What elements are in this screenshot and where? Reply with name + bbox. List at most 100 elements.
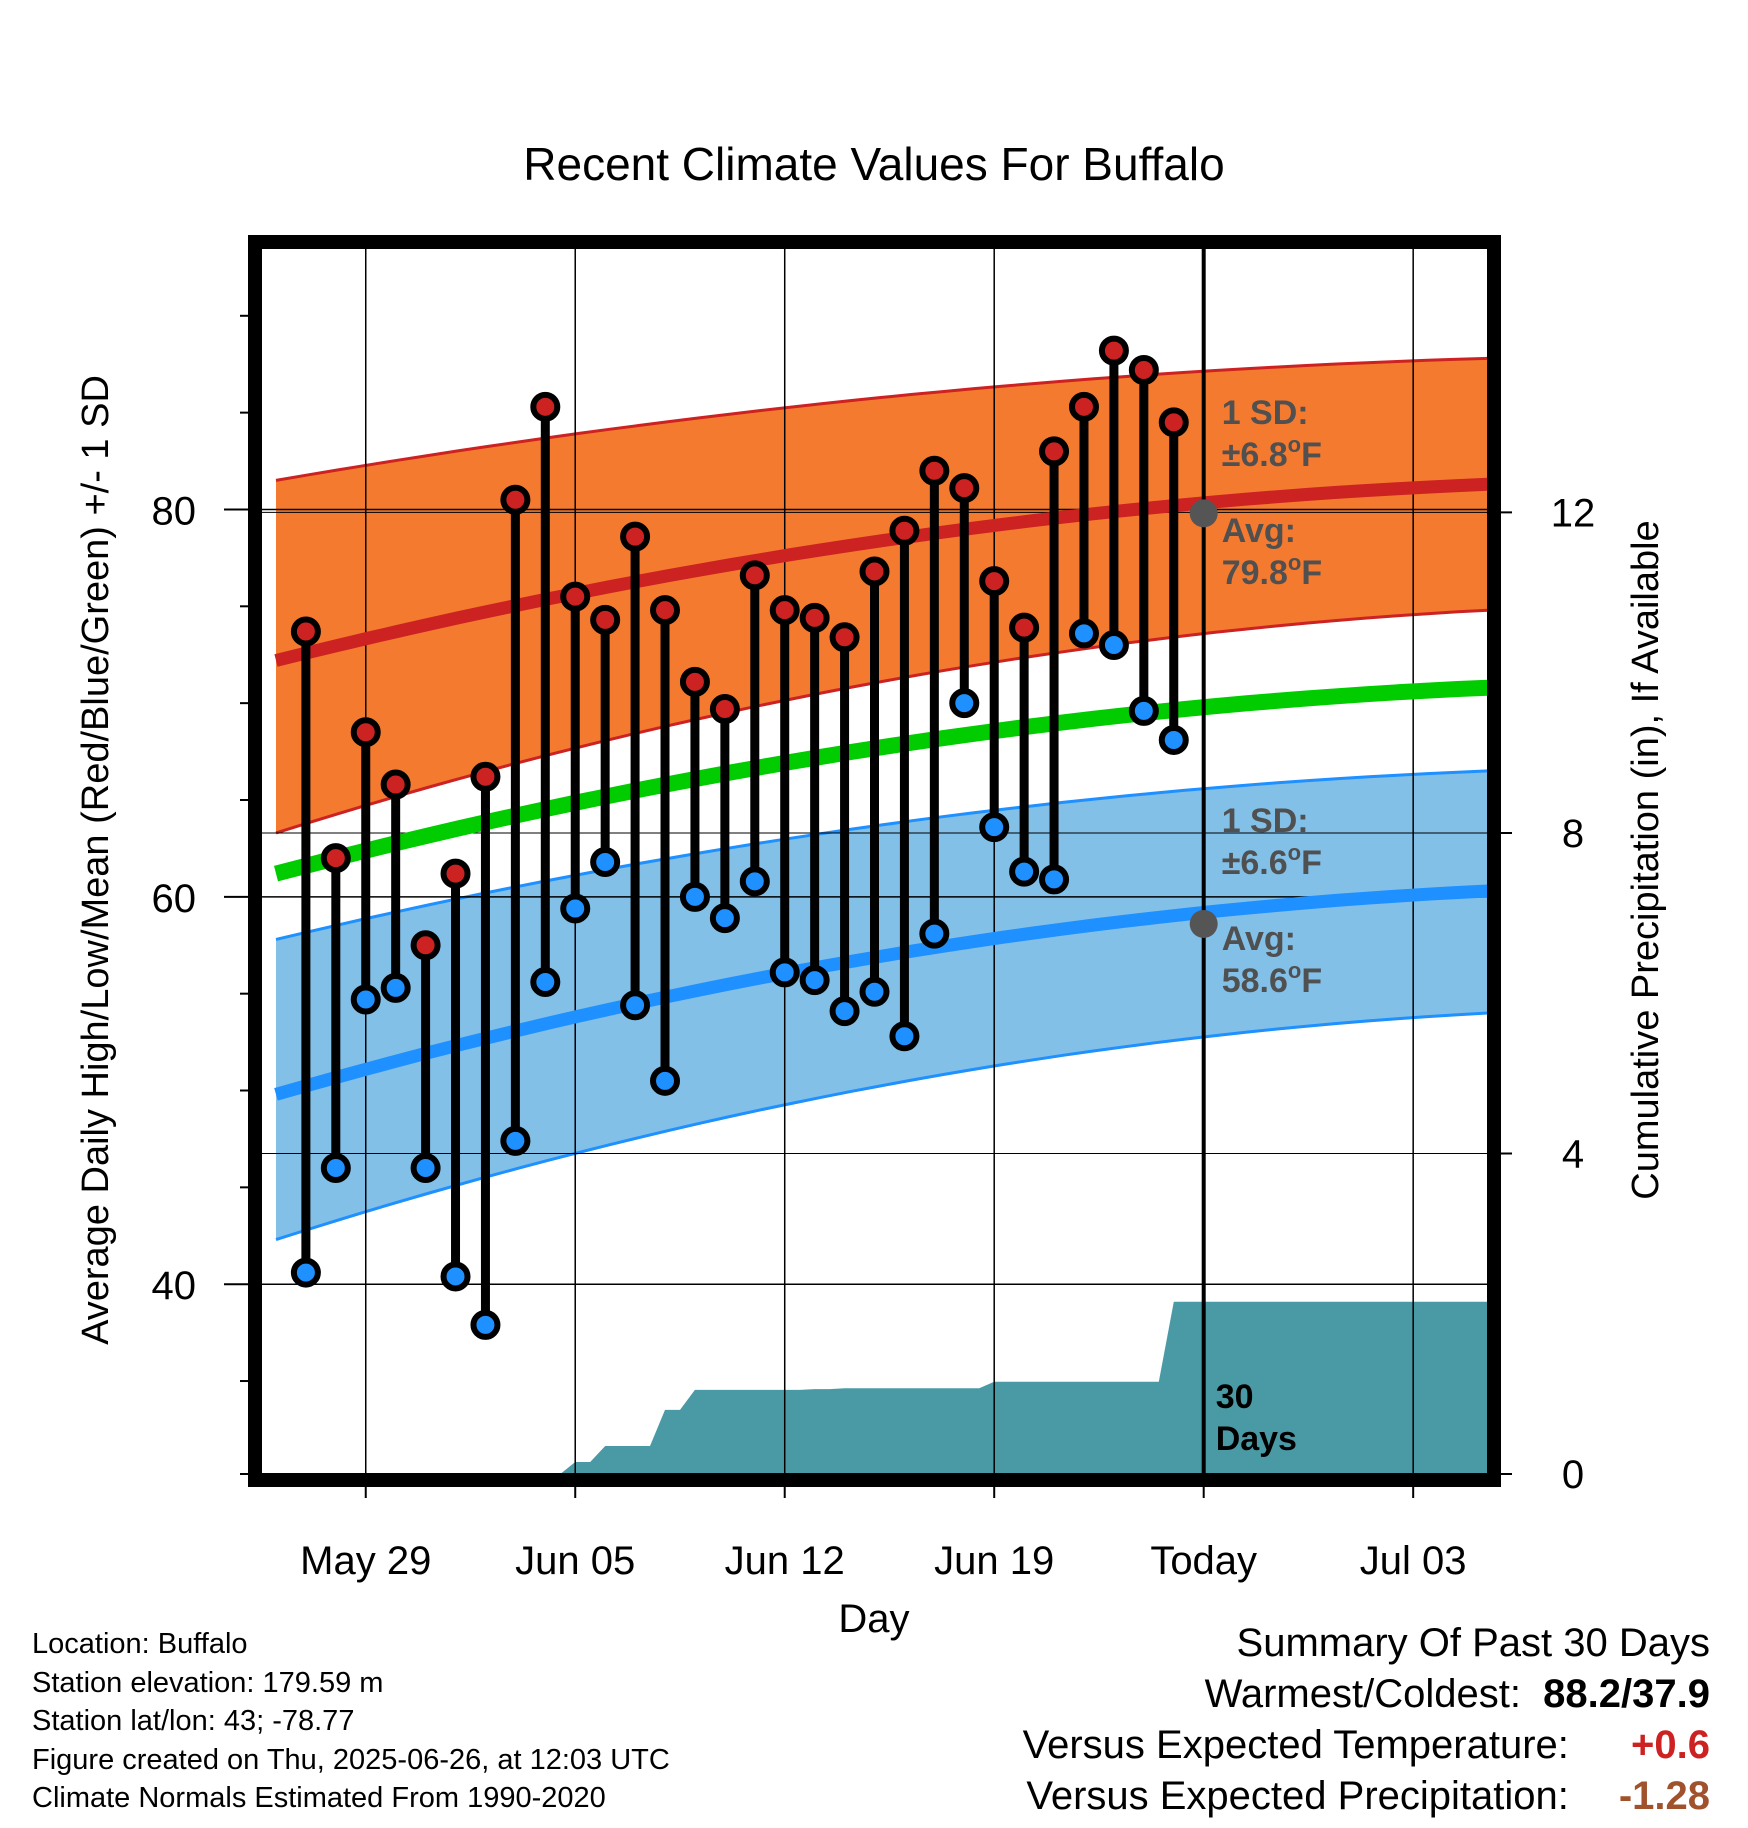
latlon-text: Station lat/lon: 43; -78.77 xyxy=(32,1705,355,1737)
low-point xyxy=(979,812,1010,843)
low-point xyxy=(410,1152,441,1183)
low-sd-upper-edge xyxy=(275,769,1488,941)
low-point xyxy=(739,866,770,897)
high-point xyxy=(620,521,651,552)
low-point xyxy=(889,1021,920,1052)
low-point xyxy=(1009,856,1040,887)
low-sd-label-value: ±6.6oF xyxy=(1222,840,1322,882)
precip-days-label: 30 xyxy=(1216,1378,1254,1416)
high-point xyxy=(290,616,321,647)
high-point xyxy=(889,515,920,546)
high-point xyxy=(1068,391,1099,422)
low-point xyxy=(859,976,890,1007)
low-point xyxy=(350,984,381,1015)
today-avg-high-marker xyxy=(1189,499,1218,528)
avg-low-line xyxy=(274,884,1488,1101)
x-tick-label: Jun 05 xyxy=(515,1539,635,1583)
x-tick-label: Jul 03 xyxy=(1360,1539,1467,1583)
high-sd-label-line1: 1 SD: xyxy=(1222,394,1309,432)
low-point xyxy=(290,1257,321,1288)
plot-frame xyxy=(248,235,1501,1487)
high-point xyxy=(919,455,950,486)
low-point xyxy=(650,1065,681,1096)
low-point xyxy=(470,1309,501,1340)
high-point xyxy=(1158,407,1189,438)
high-point xyxy=(320,843,351,874)
high-point xyxy=(380,769,411,800)
y-axis-label: Average Daily High/Low/Mean (Red/Blue/Gr… xyxy=(75,375,117,1345)
low-sd-label-line1: 1 SD: xyxy=(1222,802,1309,840)
low-point xyxy=(799,965,830,996)
y-right-tick-label: 12 xyxy=(1551,491,1596,535)
low-point xyxy=(679,881,710,912)
y-tick-label: 40 xyxy=(152,1264,197,1308)
y-tick-label: 60 xyxy=(152,877,197,921)
precip-area xyxy=(275,1301,1488,1474)
low-point xyxy=(560,893,591,924)
summary-precip-row: Versus Expected Precipitation: -1.28 xyxy=(810,1771,1710,1822)
y-tick-label: 80 xyxy=(152,489,197,533)
station-info: Location: Buffalo Station elevation: 179… xyxy=(32,1625,852,1818)
low-point xyxy=(1158,724,1189,755)
high-point xyxy=(709,693,740,724)
low-point xyxy=(590,846,621,877)
low-point xyxy=(320,1152,351,1183)
y-right-tick-label: 4 xyxy=(1562,1132,1584,1176)
warmest-value: 88.2/37.9 xyxy=(1543,1672,1710,1716)
low-avg-label-line1: Avg: xyxy=(1222,920,1296,958)
precip-departure-value: -1.28 xyxy=(1618,1774,1710,1818)
low-point xyxy=(709,903,740,934)
low-point xyxy=(440,1261,471,1292)
avg-high-line xyxy=(274,477,1488,667)
low-point xyxy=(769,957,800,988)
high-point xyxy=(1098,335,1129,366)
x-axis-label: Day xyxy=(838,1597,909,1641)
high-point xyxy=(859,556,890,587)
high-point xyxy=(1128,355,1159,386)
high-point xyxy=(500,484,531,515)
x-tick-label: May 29 xyxy=(300,1539,431,1583)
high-point xyxy=(1009,612,1040,643)
low-point xyxy=(919,918,950,949)
y-right-tick-label: 8 xyxy=(1562,812,1584,856)
x-tick-label: Today xyxy=(1150,1539,1257,1583)
high-point xyxy=(440,858,471,889)
high-point xyxy=(949,473,980,504)
high-sd-upper-edge xyxy=(275,356,1488,482)
high-point xyxy=(470,761,501,792)
low-point xyxy=(949,688,980,719)
location-text: Location: Buffalo xyxy=(32,1628,248,1660)
chart-title: Recent Climate Values For Buffalo xyxy=(523,138,1224,190)
y-right-tick-label: 0 xyxy=(1562,1453,1584,1497)
low-point xyxy=(1128,695,1159,726)
high-point xyxy=(590,604,621,635)
high-point xyxy=(739,560,770,591)
low-point xyxy=(1068,618,1099,649)
high-point xyxy=(979,566,1010,597)
low-point xyxy=(380,972,411,1003)
high-avg-label-line1: Avg: xyxy=(1222,512,1296,550)
summary-panel: Summary Of Past 30 Days Warmest/Coldest:… xyxy=(810,1618,1710,1822)
x-tick-label: Jun 19 xyxy=(934,1539,1054,1583)
temp-departure-label: Versus Expected Temperature: xyxy=(1022,1723,1569,1767)
precip-days-label-2: Days xyxy=(1216,1420,1297,1458)
today-avg-low-marker xyxy=(1189,909,1218,938)
high-point xyxy=(799,602,830,633)
data-marks xyxy=(290,335,1218,1340)
low-point xyxy=(500,1125,531,1156)
high-point xyxy=(560,581,591,612)
temp-departure-value: +0.6 xyxy=(1631,1723,1710,1767)
high-point xyxy=(829,622,860,653)
low-point xyxy=(829,996,860,1027)
high-point xyxy=(769,595,800,626)
high-sd-label-value: ±6.8oF xyxy=(1222,432,1322,474)
summary-temp-row: Versus Expected Temperature: +0.6 xyxy=(810,1720,1710,1771)
warmest-label: Warmest/Coldest: xyxy=(1204,1672,1521,1716)
high-point xyxy=(650,595,681,626)
elevation-text: Station elevation: 179.59 m xyxy=(32,1666,384,1699)
created-text: Figure created on Thu, 2025-06-26, at 12… xyxy=(32,1743,670,1776)
x-tick-label: Jun 12 xyxy=(725,1539,845,1583)
low-avg-label-value: 58.6oF xyxy=(1222,958,1322,1000)
